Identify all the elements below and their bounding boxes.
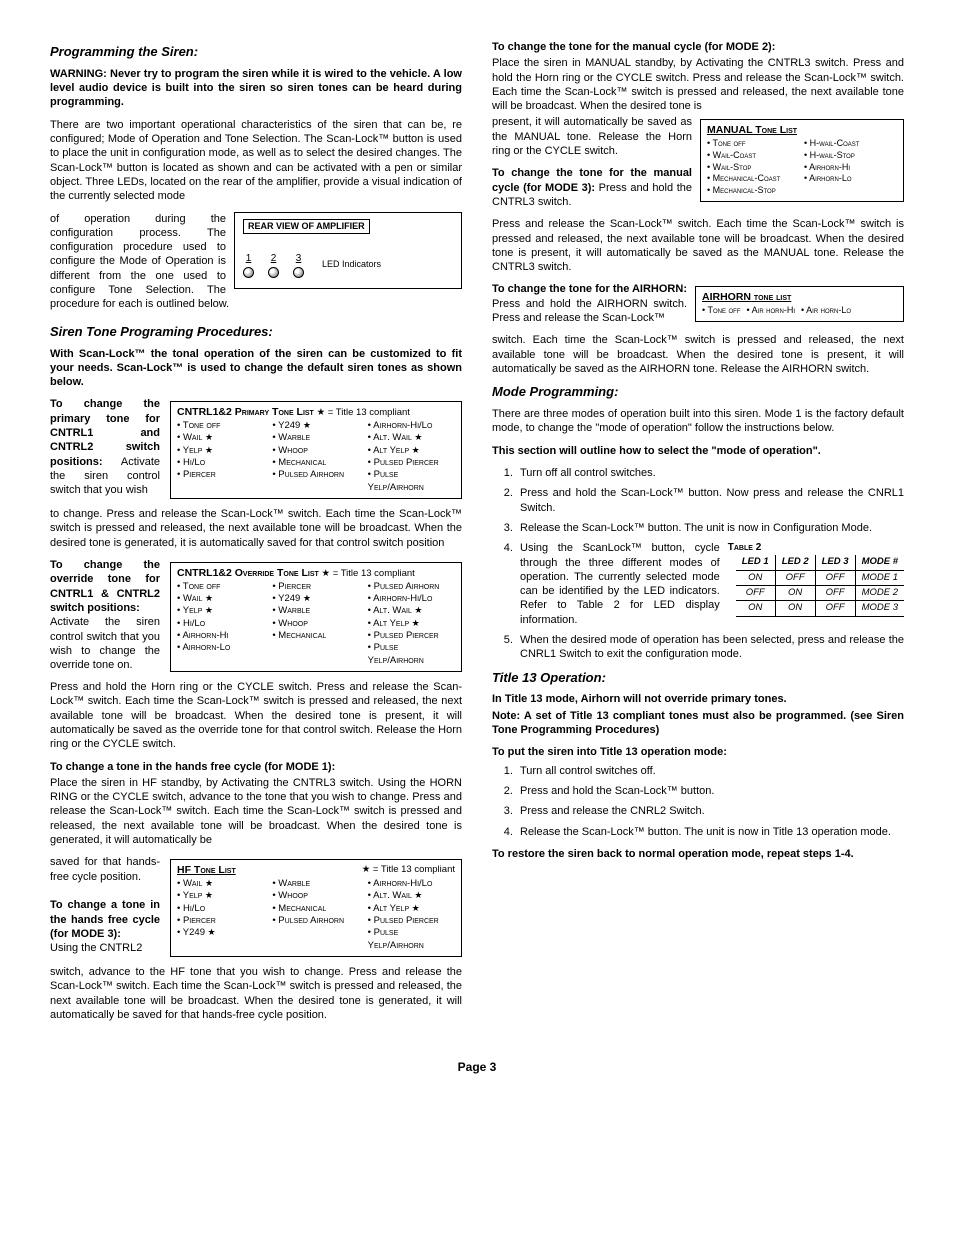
hf-mode1-desc: Place the siren in HF standby, by Activa… <box>50 776 462 847</box>
mode-step: Table 2 LED 1LED 2LED 3MODE # ONOFFOFFMO… <box>516 541 904 627</box>
led-dot-icon <box>243 267 254 278</box>
led-dot-icon <box>268 267 279 278</box>
primary-tone-desc: to change. Press and release the Scan-Lo… <box>50 507 462 550</box>
override-desc: Press and hold the Horn ring or the CYCL… <box>50 680 462 751</box>
t13-step: Press and release the CNRL2 Switch. <box>516 804 904 818</box>
mode-step: Release the Scan-Lock™ button. The unit … <box>516 521 904 535</box>
mode-step: When the desired mode of operation has b… <box>516 633 904 662</box>
led-dot-icon <box>293 267 304 278</box>
manual-mode2-desc: Place the siren in MANUAL standby, by Ac… <box>492 56 904 113</box>
t13-step: Press and hold the Scan-Lock™ button. <box>516 784 904 798</box>
manual-mode2-label: To change the tone for the manual cycle … <box>492 40 904 54</box>
hf-tone-box: HF Tone List ★ = Title 13 compliant Wail… <box>170 859 462 957</box>
hf-mode3-label-block: saved for that hands-free cycle position… <box>50 855 160 955</box>
mode-section-label: This section will outline how to select … <box>492 444 904 458</box>
t13-step: Turn all control switches off. <box>516 764 904 778</box>
mode-step: Press and hold the Scan-Lock™ button. No… <box>516 486 904 515</box>
t13-mode-label: To put the siren into Title 13 operation… <box>492 745 904 759</box>
heading-mode-programming: Mode Programming: <box>492 384 904 401</box>
table2-caption: Table 2 <box>728 541 904 554</box>
mode-step: Turn off all control switches. <box>516 466 904 480</box>
heading-siren-tone: Siren Tone Programing Procedures: <box>50 324 462 341</box>
override-tone-box: CNTRL1&2 Override Tone List ★ = Title 13… <box>170 562 462 672</box>
warning-text: WARNING: Never try to program the siren … <box>50 67 462 110</box>
t13-step: Release the Scan-Lock™ button. The unit … <box>516 825 904 839</box>
hf-mode1-label: To change a tone in the hands free cycle… <box>50 760 462 774</box>
led-label: LED Indicators <box>322 259 381 271</box>
t13-restore: To restore the siren back to normal oper… <box>492 847 904 861</box>
airhorn-tone-box: AIRHORN tone list Tone offAir horn-HiAir… <box>695 286 904 321</box>
scanlock-intro: With Scan-Lock™ the tonal operation of t… <box>50 347 462 390</box>
heading-title13: Title 13 Operation: <box>492 670 904 687</box>
amplifier-diagram: REAR VIEW OF AMPLIFIER 1 2 3 LED Indicat… <box>234 212 462 290</box>
amp-title: REAR VIEW OF AMPLIFIER <box>243 219 370 235</box>
heading-programming: Programming the Siren: <box>50 44 462 61</box>
override-tone-label: To change the override tone for CNTRL1 &… <box>50 558 160 672</box>
left-column: Programming the Siren: WARNING: Never tr… <box>50 40 462 1030</box>
mode-intro: There are three modes of operation built… <box>492 407 904 436</box>
hf-mode3-desc: switch, advance to the HF tone that you … <box>50 965 462 1022</box>
two-column-layout: Programming the Siren: WARNING: Never tr… <box>50 40 904 1030</box>
t13-note2: Note: A set of Title 13 compliant tones … <box>492 709 904 738</box>
primary-tone-box: CNTRL1&2 Primary Tone List ★ = Title 13 … <box>170 401 462 499</box>
intro-para-1: There are two important operational char… <box>50 118 462 204</box>
t13-steps-list: Turn all control switches off. Press and… <box>492 764 904 839</box>
right-column: To change the tone for the manual cycle … <box>492 40 904 1030</box>
led-mode-table: LED 1LED 2LED 3MODE # ONOFFOFFMODE 1OFFO… <box>736 555 904 616</box>
manual-tone-box: MANUAL Tone List Tone offWail-CoastWail-… <box>700 119 904 201</box>
manual-mode3-desc: Press and release the Scan-Lock™ switch.… <box>492 217 904 274</box>
mode-steps-list: Turn off all control switches. Press and… <box>492 466 904 662</box>
primary-tone-label: To change the primary tone for CNTRL1 an… <box>50 397 160 497</box>
airhorn-desc: switch. Each time the Scan-Lock™ switch … <box>492 333 904 376</box>
page-number: Page 3 <box>50 1060 904 1076</box>
t13-note1: In Title 13 mode, Airhorn will not overr… <box>492 692 904 706</box>
